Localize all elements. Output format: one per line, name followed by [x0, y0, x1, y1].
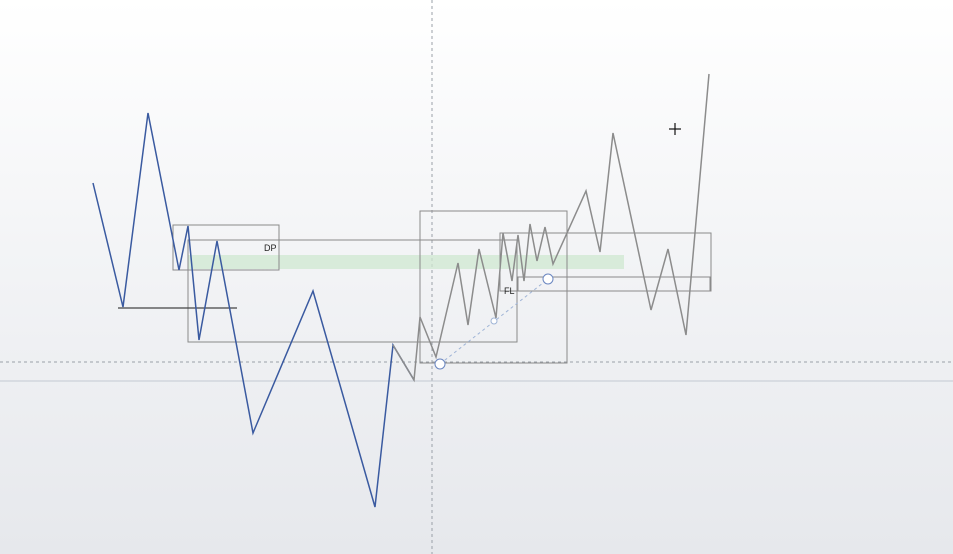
fl-label: FL — [504, 286, 515, 296]
range-box[interactable] — [419, 210, 568, 364]
trend-anchor-end[interactable] — [542, 273, 554, 285]
trend-midpoint[interactable] — [490, 317, 498, 325]
fl-box[interactable] — [517, 276, 711, 292]
trend-connector — [434, 273, 554, 370]
dp-label: DP — [264, 243, 277, 253]
annotation-boxes — [172, 210, 712, 364]
dp-box[interactable] — [172, 224, 280, 271]
crosshair-cursor-icon — [669, 123, 681, 135]
demand-zone-band — [188, 255, 624, 269]
trend-anchor-start[interactable] — [434, 358, 446, 370]
series-line-blue — [92, 112, 415, 508]
series-line-grey — [392, 73, 710, 383]
